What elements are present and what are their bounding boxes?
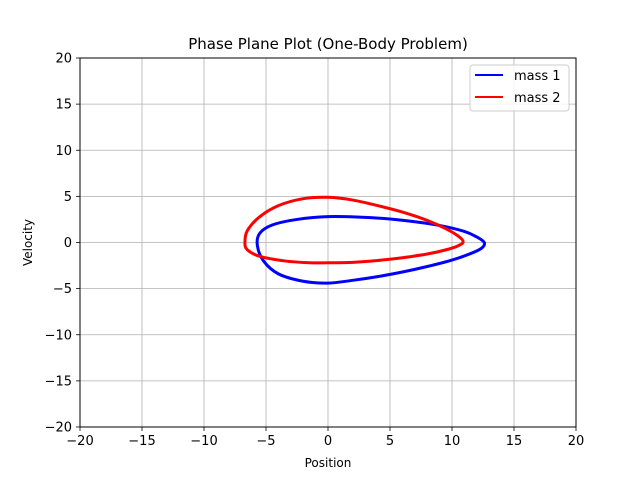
legend-label-mass-1: mass 1: [514, 69, 561, 84]
y-tick-label: 10: [55, 144, 72, 159]
y-tick-label: 0: [64, 236, 72, 251]
x-tick-label: 0: [324, 434, 332, 449]
x-tick-label: 20: [568, 434, 585, 449]
y-tick-label: 20: [55, 52, 72, 67]
x-tick-label: −20: [66, 434, 93, 449]
legend-label-mass-2: mass 2: [514, 91, 561, 106]
chart-title: Phase Plane Plot (One-Body Problem): [188, 35, 468, 53]
x-tick-label: −5: [256, 434, 275, 449]
y-axis-label: Velocity: [21, 219, 35, 266]
legend: mass 1 mass 2: [469, 64, 570, 112]
legend-box: [469, 64, 570, 112]
y-tick-label: −10: [45, 328, 72, 343]
y-tick-label: −5: [53, 282, 72, 297]
x-tick-label: 15: [506, 434, 523, 449]
x-tick-label: −15: [128, 434, 155, 449]
y-tick-label: −15: [45, 374, 72, 389]
axis-ticks: −20 −15 −10 −5 0 5 10 15 20 −20 −15 −10 −5 0 5 10 15 20: [45, 52, 585, 450]
x-axis-label: Position: [305, 456, 352, 470]
series-line-mass-2: [243, 195, 465, 265]
y-tick-label: 5: [64, 190, 72, 205]
x-tick-label: −10: [190, 434, 217, 449]
data-series: [243, 195, 487, 285]
y-tick-label: 15: [55, 98, 72, 113]
y-tick-label: −20: [45, 421, 72, 436]
x-tick-label: 10: [444, 434, 461, 449]
x-tick-label: 5: [386, 434, 394, 449]
series-line-mass-1: [255, 215, 487, 285]
